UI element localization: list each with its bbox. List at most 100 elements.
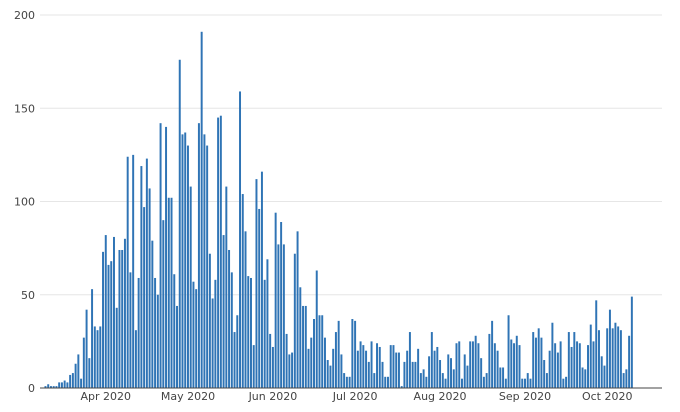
bar: [154, 277, 157, 388]
bar: [573, 332, 576, 388]
axes: 0 50 100 150 200 Apr 2020 May 2020 Jun 2020 Jul …: [14, 9, 662, 403]
bar: [203, 134, 206, 388]
bar: [614, 322, 617, 388]
bar: [499, 367, 502, 388]
bar: [570, 346, 573, 388]
bar: [148, 188, 151, 388]
bar: [96, 330, 99, 388]
bar: [296, 231, 299, 388]
bar: [115, 307, 118, 388]
bar: [619, 330, 622, 388]
bar: [299, 287, 302, 388]
bar: [526, 373, 529, 388]
bar: [307, 348, 310, 388]
bar: [513, 343, 516, 388]
bar: [206, 145, 209, 388]
bar: [173, 274, 176, 388]
bar: [302, 305, 305, 388]
bar: [608, 309, 611, 388]
bar: [376, 343, 379, 388]
bar: [165, 126, 168, 389]
bar: [132, 154, 135, 389]
bar: [252, 345, 255, 388]
bar: [611, 328, 614, 388]
bar: [217, 117, 220, 388]
bar: [269, 333, 272, 388]
bar: [600, 356, 603, 388]
bar: [271, 346, 274, 388]
bar: [441, 373, 444, 388]
bar: [507, 315, 510, 388]
bar: [387, 376, 389, 388]
bar: [354, 320, 357, 388]
bar: [274, 212, 277, 388]
bar: [288, 354, 291, 388]
bar: [436, 346, 439, 388]
bar: [529, 378, 532, 388]
bar: [408, 332, 411, 388]
bar: [74, 363, 77, 388]
bar: [230, 272, 233, 388]
bar: [219, 115, 222, 389]
bar: [200, 31, 203, 388]
bar: [474, 335, 477, 388]
x-tick-label: Aug 2020: [414, 390, 467, 403]
bar: [159, 123, 162, 389]
bar: [603, 365, 606, 388]
bar: [433, 350, 436, 388]
y-tick-label: 200: [14, 9, 35, 22]
bar: [367, 361, 370, 388]
grid-lines: [40, 14, 662, 296]
bar: [485, 373, 488, 388]
bar: [617, 326, 620, 388]
bar: [337, 320, 340, 388]
bar: [606, 328, 609, 388]
bar: [225, 186, 228, 388]
bar: [140, 166, 143, 388]
bar: [170, 197, 173, 388]
bar: [534, 337, 537, 388]
bar: [622, 373, 625, 388]
bar: [313, 319, 315, 388]
bar: [450, 358, 452, 388]
bar: [565, 376, 568, 388]
bar: [280, 222, 283, 388]
bar: [378, 346, 381, 388]
bar: [444, 378, 447, 388]
bar: [247, 276, 250, 388]
x-tick-label: Jul 2020: [332, 390, 378, 403]
bar: [129, 272, 132, 388]
bar: [99, 326, 102, 388]
bar: [397, 352, 400, 388]
bar: [44, 386, 47, 388]
bar: [208, 253, 211, 388]
bar: [260, 171, 263, 388]
bar: [304, 305, 307, 388]
bar: [244, 231, 247, 388]
bar: [323, 337, 326, 388]
bar: [419, 373, 422, 388]
bar: [460, 378, 463, 388]
bar: [373, 373, 376, 388]
bar: [455, 343, 458, 388]
bar: [236, 315, 239, 388]
bar: [411, 361, 414, 388]
bar: [184, 132, 187, 388]
bar: [241, 194, 244, 388]
bar: [291, 352, 294, 388]
bar: [551, 322, 554, 388]
bar: [329, 365, 332, 388]
y-tick-label: 150: [14, 102, 35, 115]
bar: [524, 378, 526, 388]
bar: [543, 360, 546, 388]
bar: [113, 236, 115, 388]
bar: [625, 369, 628, 388]
bar: [332, 348, 335, 388]
bar: [532, 332, 535, 388]
bar: [482, 376, 485, 388]
bar: [126, 156, 129, 388]
bar: [510, 339, 513, 388]
bar: [381, 361, 384, 388]
bar: [239, 91, 242, 389]
bar: [581, 367, 584, 388]
